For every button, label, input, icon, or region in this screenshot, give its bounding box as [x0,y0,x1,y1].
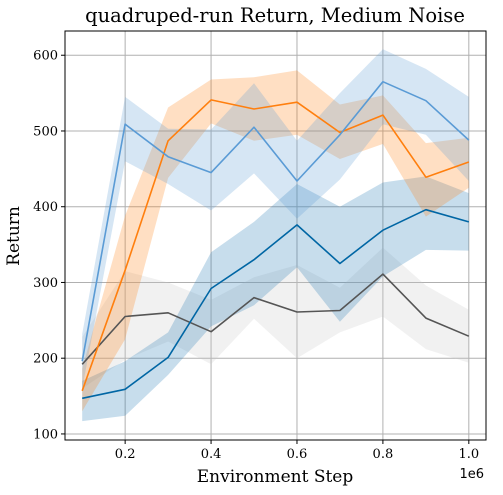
y-tick-label: 400 [33,200,58,215]
series-1-line [81,273,470,365]
chart-title: quadruped-run Return, Medium Noise [85,4,465,27]
series-lines [81,80,470,400]
series-2-line [82,208,470,400]
x-tick-label: 1.0 [458,447,479,462]
series-4-line [81,80,470,362]
series-3-line [81,99,470,392]
x-tick-label: 0.8 [373,447,394,462]
x-axis: 0.2 0.4 0.6 0.8 1.0 [115,440,479,462]
y-axis: 100 200 300 400 500 600 [33,49,65,442]
series-3-band [82,70,469,412]
x-tick-label: 0.6 [287,447,308,462]
x-axis-offset-label: 1e6 [459,467,484,482]
x-axis-title: Environment Step [197,467,354,487]
y-tick-label: 100 [33,427,58,442]
series-4-band [82,49,469,389]
plot-frame [64,30,487,441]
x-tick-label: 0.2 [115,447,136,462]
y-tick-label: 600 [33,49,58,64]
grid [65,31,486,440]
y-tick-label: 200 [33,352,58,367]
x-tick-label: 0.4 [201,447,222,462]
y-tick-label: 300 [33,276,58,291]
y-axis-title: Return [4,206,24,266]
y-tick-label: 500 [33,124,58,139]
